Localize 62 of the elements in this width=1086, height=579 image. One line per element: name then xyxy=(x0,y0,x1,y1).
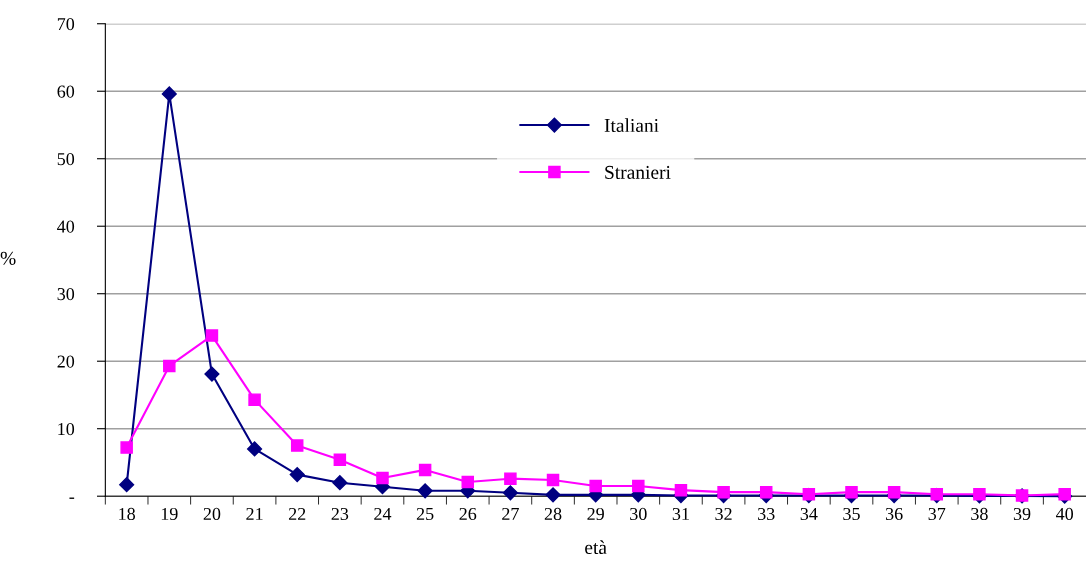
point xyxy=(461,475,475,489)
x-tick-label: 33 xyxy=(758,507,775,521)
point xyxy=(504,472,517,485)
x-tick-label: 34 xyxy=(800,507,818,521)
point xyxy=(845,485,858,499)
point xyxy=(120,441,133,454)
point xyxy=(161,86,177,102)
x-tick-label: 40 xyxy=(1056,507,1074,521)
x-axis-title: età xyxy=(585,540,607,555)
point xyxy=(418,463,432,477)
legend-label: Italiani xyxy=(604,118,659,133)
point xyxy=(163,359,176,373)
point xyxy=(247,441,263,457)
x-tick-label: 23 xyxy=(331,507,349,521)
x-tick-label: 28 xyxy=(544,507,562,521)
y-tick-label: 70 xyxy=(57,18,75,31)
y-tick-label: 20 xyxy=(57,355,75,368)
x-tick-label: 35 xyxy=(843,507,860,521)
x-tick-label: 31 xyxy=(672,507,689,521)
x-tick-label: 18 xyxy=(119,507,135,521)
x-tick-label: 38 xyxy=(971,507,988,521)
point xyxy=(717,485,730,499)
x-tick-label: 26 xyxy=(459,507,477,521)
point xyxy=(545,487,561,503)
y-axis-title: % xyxy=(0,251,16,265)
point xyxy=(205,329,219,342)
point xyxy=(632,479,645,493)
x-tick-label: 29 xyxy=(587,507,604,521)
point xyxy=(759,485,773,499)
point xyxy=(376,471,389,485)
point xyxy=(290,439,304,452)
y-tick-label: 10 xyxy=(58,422,75,436)
point xyxy=(289,467,305,483)
point xyxy=(417,483,433,499)
point xyxy=(248,393,261,406)
point xyxy=(204,366,220,382)
x-tick-label: 20 xyxy=(203,507,221,521)
x-tick-label: 19 xyxy=(161,507,178,521)
legend-label: Stranieri xyxy=(605,165,671,179)
x-tick-label: 21 xyxy=(246,507,263,520)
point xyxy=(887,485,901,499)
point xyxy=(589,479,602,493)
point xyxy=(333,453,347,467)
y-tick-label: - xyxy=(69,497,75,499)
x-tick-label: 22 xyxy=(288,507,306,520)
point xyxy=(546,473,560,487)
point xyxy=(674,483,688,497)
x-tick-label: 36 xyxy=(885,507,903,521)
point xyxy=(119,477,135,493)
x-tick-label: 24 xyxy=(374,507,392,520)
x-tick-label: 39 xyxy=(1013,507,1031,521)
y-tick-label: 40 xyxy=(57,220,75,233)
x-tick-label: 27 xyxy=(502,507,519,520)
x-tick-label: 30 xyxy=(630,507,647,521)
y-tick-label: 60 xyxy=(57,85,75,98)
x-tick-label: 32 xyxy=(715,507,732,521)
x-tick-label: 37 xyxy=(928,507,946,521)
y-tick-label: 30 xyxy=(57,287,75,301)
point xyxy=(332,475,348,491)
point xyxy=(502,485,518,501)
y-tick-label: 50 xyxy=(57,152,75,166)
x-tick-label: 25 xyxy=(416,507,434,521)
